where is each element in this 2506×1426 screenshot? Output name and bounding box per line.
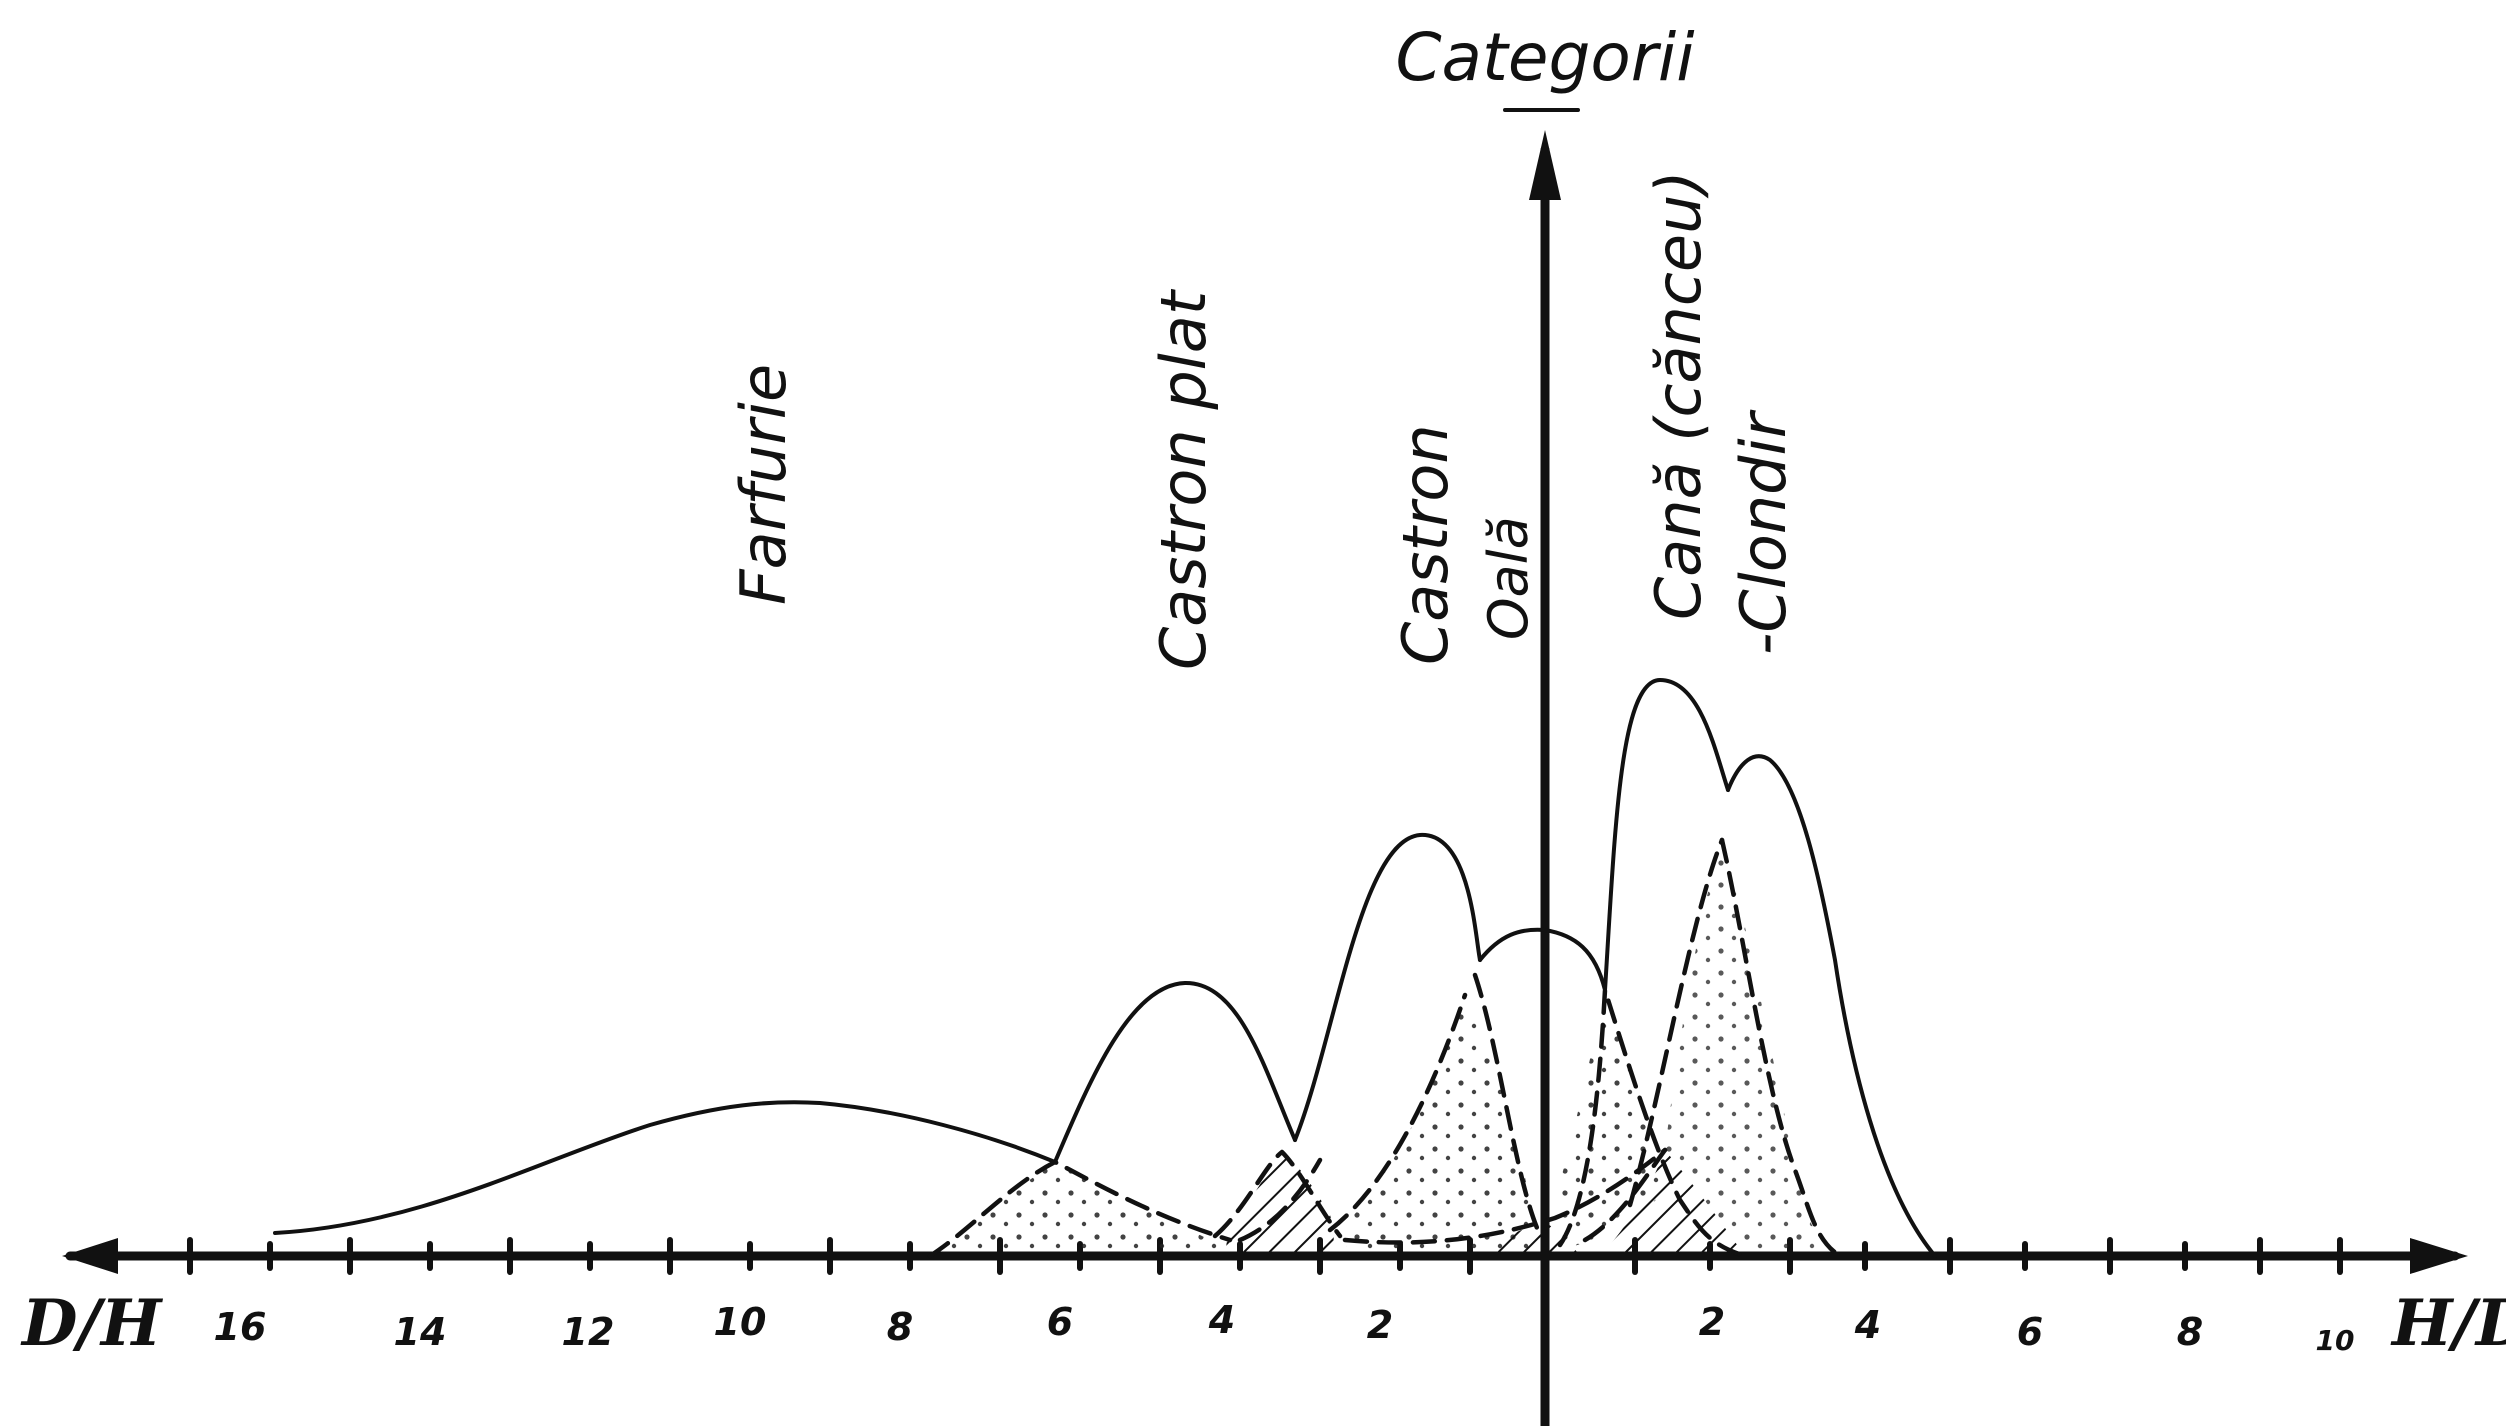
tick-label: 12: [562, 1310, 615, 1354]
dashed-curve-castron-plat-tail: [1212, 1149, 1343, 1239]
category-labels: Farfurie Castron plat Castron Oală Cană …: [727, 170, 1800, 670]
x-tick-labels-left: 16 14 12 10 8 6 4 2: [214, 1298, 1394, 1354]
dashed-curve-oala-right: [1557, 987, 1748, 1259]
y-axis-label: Categorii: [1395, 19, 1695, 96]
curve-oala: [1478, 927, 1607, 992]
curve-castron-plat: [1053, 980, 1297, 1164]
curve-farfurie: [273, 1100, 1057, 1235]
tick-label: 14: [394, 1310, 447, 1354]
category-label-cana: Cană (căncеu): [1642, 170, 1715, 620]
tick-label: 10: [2316, 1324, 2355, 1357]
x-axis-left-arrow: [62, 1238, 118, 1274]
solid-curves: [273, 678, 1937, 1258]
dashed-curves: [927, 837, 1843, 1259]
y-axis: [1529, 130, 1561, 1426]
overlap-stipple-clondir: [1665, 840, 1835, 1256]
tick-label: 16: [214, 1305, 267, 1349]
tick-label: 8: [887, 1305, 913, 1349]
curve-cana: [1603, 678, 1730, 992]
category-label-castron-plat: Castron plat: [1147, 288, 1220, 670]
dashed-curve-castron-left-tail: [1237, 1157, 1323, 1243]
x-axis-right-arrow: [2410, 1238, 2468, 1274]
x-axis-right-label: H/D: [2390, 1286, 2506, 1361]
tick-label: 6: [1047, 1300, 1073, 1344]
category-label-oala: Oală: [1477, 516, 1540, 640]
category-label-farfurie: Farfurie: [727, 364, 800, 605]
tick-label: 2: [1699, 1300, 1725, 1344]
dashed-curve-clondir-left: [1627, 837, 1725, 1208]
tick-label: 8: [2177, 1310, 2203, 1354]
tick-label: 4: [1208, 1298, 1235, 1342]
overlap-stipple-farfurie-castron-plat: [930, 1162, 1245, 1256]
dashed-curve-oala-bottom: [1342, 1147, 1668, 1245]
tick-label: 10: [714, 1300, 767, 1344]
curve-clondir: [1726, 754, 1937, 1258]
tick-label: 2: [1367, 1303, 1393, 1347]
overlap-regions: [930, 840, 1835, 1256]
tick-label: 4: [1854, 1303, 1881, 1347]
dashed-curve-cana-left-tail: [1582, 1147, 1668, 1243]
y-axis-arrow: [1529, 130, 1561, 200]
dashed-curve-oala-left: [1327, 992, 1468, 1233]
category-label-castron: Castron: [1389, 424, 1462, 665]
dashed-curve-clondir-right: [1719, 837, 1843, 1259]
overlap-hatch-cana-clondir: [1600, 1150, 1745, 1256]
tick-label: 6: [2017, 1310, 2043, 1354]
curve-castron: [1293, 832, 1482, 1142]
x-axis-left-label: D/H: [20, 1286, 164, 1361]
dashed-curve-farfurie-tail: [927, 1159, 1233, 1259]
overlap-hatch-castron-plat-castron: [1225, 1152, 1334, 1256]
category-label-clondir: -Clondir: [1727, 409, 1800, 655]
x-tick-labels-right: 2 4 6 8 10: [1699, 1300, 2355, 1357]
dashed-curve-castron-right-tail: [1472, 972, 1543, 1238]
overlap-stipple-castron-oala: [1345, 995, 1534, 1256]
overlap-hatch-oala-center: [1480, 1222, 1580, 1256]
